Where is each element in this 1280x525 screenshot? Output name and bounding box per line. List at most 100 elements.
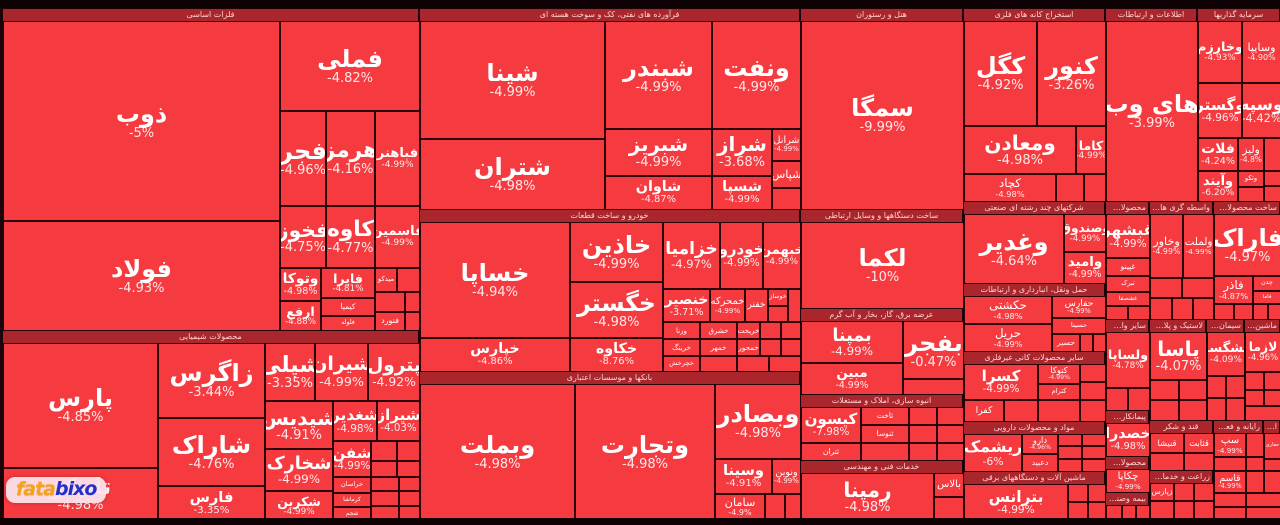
tile-کیسون[interactable]: کیسون -7.98% [801, 407, 861, 443]
tile-خشرق[interactable]: خشرق [700, 322, 737, 339]
tile-small[interactable] [397, 268, 420, 292]
tile-small[interactable] [1246, 457, 1264, 471]
tile-خمهر[interactable]: خمهر [700, 339, 737, 356]
tile-small[interactable] [1128, 388, 1150, 411]
tile-small[interactable] [785, 494, 801, 521]
tile-حفارس[interactable]: حفارس -4.99% [1052, 296, 1106, 318]
tile-small[interactable] [765, 494, 785, 521]
tile-small[interactable] [1150, 380, 1179, 400]
tile-های وب[interactable]: های وب -3.99% [1106, 21, 1198, 202]
tile-small[interactable] [371, 491, 399, 506]
tile-حسیر[interactable]: حسیر [1052, 334, 1080, 352]
tile-small[interactable] [1268, 304, 1280, 320]
tile-small[interactable] [371, 477, 399, 491]
tile-کرماشا[interactable]: کرماشا [333, 493, 371, 507]
tile-کیمیا[interactable]: کیمیا [321, 298, 375, 316]
tile-وتکو[interactable]: وتکو [1238, 171, 1264, 187]
tile-small[interactable] [737, 356, 769, 372]
tile-خزامیا[interactable]: خزامیا -4.97% [663, 222, 720, 289]
tile-small[interactable] [937, 407, 964, 425]
tile-شپلی[interactable]: شپلی-3.35% [265, 343, 315, 401]
tile-خکاوه[interactable]: خکاوه -8.76% [570, 338, 663, 372]
tile-small[interactable] [1253, 304, 1268, 320]
tile-کچاد[interactable]: کچاد -4.98% [964, 174, 1056, 202]
tile-فاسمین[interactable]: فاسمین-4.99% [375, 206, 420, 268]
tile-خصدرا[interactable]: خصدرا -4.98% [1106, 423, 1150, 457]
tile-حفاری[interactable]: حفاری [1264, 433, 1280, 459]
tile-small[interactable] [1174, 501, 1194, 519]
tile-فاراک[interactable]: فاراک -4.97% [1214, 214, 1280, 276]
tile-small[interactable] [1082, 446, 1106, 459]
tile-ارفع[interactable]: ارفع -4.88% [280, 301, 321, 331]
tile-small[interactable] [1246, 493, 1280, 507]
tile-ولساپا[interactable]: ولساپا -4.78% [1106, 332, 1150, 388]
tile-قثابت[interactable]: قثابت [1184, 433, 1214, 453]
tile-غبشهر[interactable]: غبشهر-4.99% [1106, 214, 1150, 258]
tile-small[interactable] [405, 312, 420, 331]
tile-لکما[interactable]: لکما -10% [801, 222, 964, 309]
tile-small[interactable] [375, 292, 405, 312]
tile-شیران[interactable]: شیران-4.99% [315, 343, 368, 401]
tile-خفنر[interactable]: خفنر [745, 289, 768, 322]
tile-small[interactable] [1193, 298, 1214, 320]
tile-شغدیر[interactable]: شغدیر -4.98% [333, 401, 377, 441]
tile-کنور[interactable]: کنور -3.26% [1037, 21, 1106, 126]
tile-small[interactable] [1056, 174, 1084, 202]
tile-خبهمن[interactable]: خبهمن-4.99% [763, 222, 801, 289]
tile-پترول[interactable]: پترول -4.92% [368, 343, 420, 401]
tile-زاگرس[interactable]: زاگرس -3.44% [158, 343, 265, 418]
tile-پاسا[interactable]: پاسا -4.07% [1150, 332, 1207, 380]
tile-وگستر[interactable]: وگستر-4.96% [1198, 83, 1242, 138]
tile-خپارس[interactable]: خپارس -4.86% [420, 338, 570, 372]
tile-ثنوسا[interactable]: ثنوسا [861, 425, 909, 443]
tile-بترانس[interactable]: بترانس -4.99% [964, 484, 1068, 521]
tile-کسرا[interactable]: کسرا -4.99% [964, 364, 1038, 400]
tile-بفجر[interactable]: بفجر -0.47% [903, 321, 964, 379]
tile-small[interactable] [1122, 505, 1136, 519]
tile-small[interactable] [1264, 471, 1280, 493]
tile-سپ[interactable]: سپ -4.99% [1214, 433, 1246, 457]
tile-small[interactable] [1106, 306, 1128, 320]
tile-حریل[interactable]: حریل -4.99% [964, 324, 1052, 352]
tile-small[interactable] [1264, 372, 1280, 390]
tile-small[interactable] [1068, 484, 1088, 502]
tile-ونفت[interactable]: ونفت -4.99% [712, 21, 801, 129]
tile-کگل[interactable]: کگل -4.92% [964, 21, 1037, 126]
tile-small[interactable] [760, 339, 781, 356]
tile-وسینا[interactable]: وسینا -4.91% [715, 459, 772, 494]
tile-small[interactable] [861, 443, 909, 461]
tile-small[interactable] [1264, 138, 1280, 171]
tile-small[interactable] [397, 441, 420, 461]
tile-دارو[interactable]: دارو -4.96% [1022, 434, 1058, 454]
tile-ولملت[interactable]: ولملت -4.99% [1183, 214, 1214, 278]
tile-غپینو[interactable]: غپینو [1106, 258, 1150, 276]
tile-چکاپا[interactable]: چکاپا -4.99% [1106, 469, 1150, 493]
tile-ونوین[interactable]: ونوین -4.99% [772, 459, 801, 494]
tile-ثتران[interactable]: ثتران [801, 443, 861, 461]
tile-small[interactable] [1150, 501, 1174, 519]
tile-میدکو[interactable]: میدکو [375, 268, 397, 292]
tile-غشصفا[interactable]: غشصفا [1106, 292, 1150, 306]
tile-small[interactable] [1245, 390, 1264, 406]
tile-small[interactable] [1245, 372, 1264, 390]
tile-small[interactable] [1179, 380, 1207, 400]
tile-وصندوق[interactable]: وصندوق-4.99% [1064, 214, 1106, 252]
tile-کتوکا[interactable]: کتوکا -4.99% [1038, 364, 1080, 384]
tile-small[interactable] [405, 292, 420, 312]
tile-small[interactable] [397, 461, 420, 477]
tile-small[interactable] [937, 443, 964, 461]
tile-وسایپا[interactable]: وسایپا -4.90% [1242, 21, 1280, 83]
tile-شرانل[interactable]: شرانل -4.99% [772, 129, 801, 161]
tile-قاسم[interactable]: قاسم -4.99% [1214, 471, 1246, 493]
tile-فجر[interactable]: فجر -4.96% [280, 111, 326, 206]
tile-small[interactable] [1226, 376, 1245, 398]
tile-small[interactable] [1082, 434, 1106, 446]
tile-بمپنا[interactable]: بمپنا -4.99% [801, 321, 903, 363]
tile-فخوز[interactable]: فخوز-4.75% [280, 206, 326, 268]
tile-کفرا[interactable]: کفرا [964, 400, 1004, 422]
tile-خچرخش[interactable]: خچرخش [663, 356, 700, 372]
tile-small[interactable] [781, 339, 801, 356]
tile-شاراک[interactable]: شاراک -4.76% [158, 418, 265, 486]
tile-small[interactable] [1150, 453, 1184, 471]
tile-small[interactable] [1194, 501, 1214, 519]
